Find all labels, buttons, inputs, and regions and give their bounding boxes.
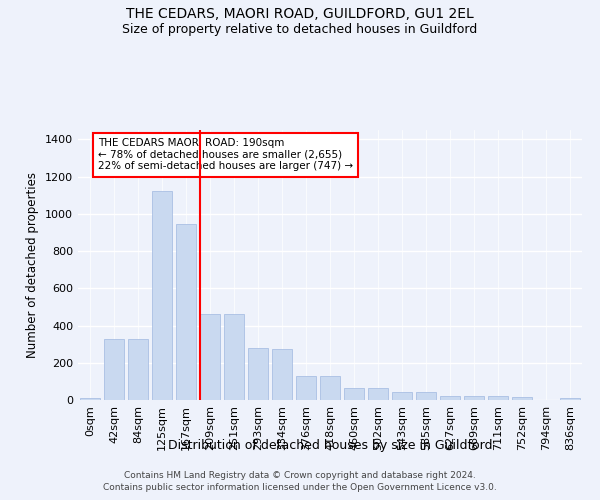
Bar xyxy=(344,388,364,400)
Bar xyxy=(464,396,484,400)
Bar xyxy=(224,314,244,400)
Bar xyxy=(296,376,316,400)
Bar xyxy=(368,388,388,400)
Bar xyxy=(80,398,100,400)
Bar xyxy=(128,339,148,400)
Bar xyxy=(320,376,340,400)
Bar xyxy=(104,339,124,400)
Bar xyxy=(440,396,460,400)
Text: Distribution of detached houses by size in Guildford: Distribution of detached houses by size … xyxy=(168,440,492,452)
Text: Contains public sector information licensed under the Open Government Licence v3: Contains public sector information licen… xyxy=(103,484,497,492)
Bar xyxy=(200,314,220,400)
Bar xyxy=(416,392,436,400)
Bar xyxy=(488,396,508,400)
Text: THE CEDARS MAORI ROAD: 190sqm
← 78% of detached houses are smaller (2,655)
22% o: THE CEDARS MAORI ROAD: 190sqm ← 78% of d… xyxy=(98,138,353,172)
Text: Contains HM Land Registry data © Crown copyright and database right 2024.: Contains HM Land Registry data © Crown c… xyxy=(124,471,476,480)
Y-axis label: Number of detached properties: Number of detached properties xyxy=(26,172,40,358)
Bar xyxy=(248,348,268,400)
Bar xyxy=(176,224,196,400)
Bar xyxy=(560,398,580,400)
Bar xyxy=(272,349,292,400)
Text: THE CEDARS, MAORI ROAD, GUILDFORD, GU1 2EL: THE CEDARS, MAORI ROAD, GUILDFORD, GU1 2… xyxy=(126,8,474,22)
Bar xyxy=(152,192,172,400)
Bar xyxy=(392,392,412,400)
Bar xyxy=(512,397,532,400)
Text: Size of property relative to detached houses in Guildford: Size of property relative to detached ho… xyxy=(122,22,478,36)
